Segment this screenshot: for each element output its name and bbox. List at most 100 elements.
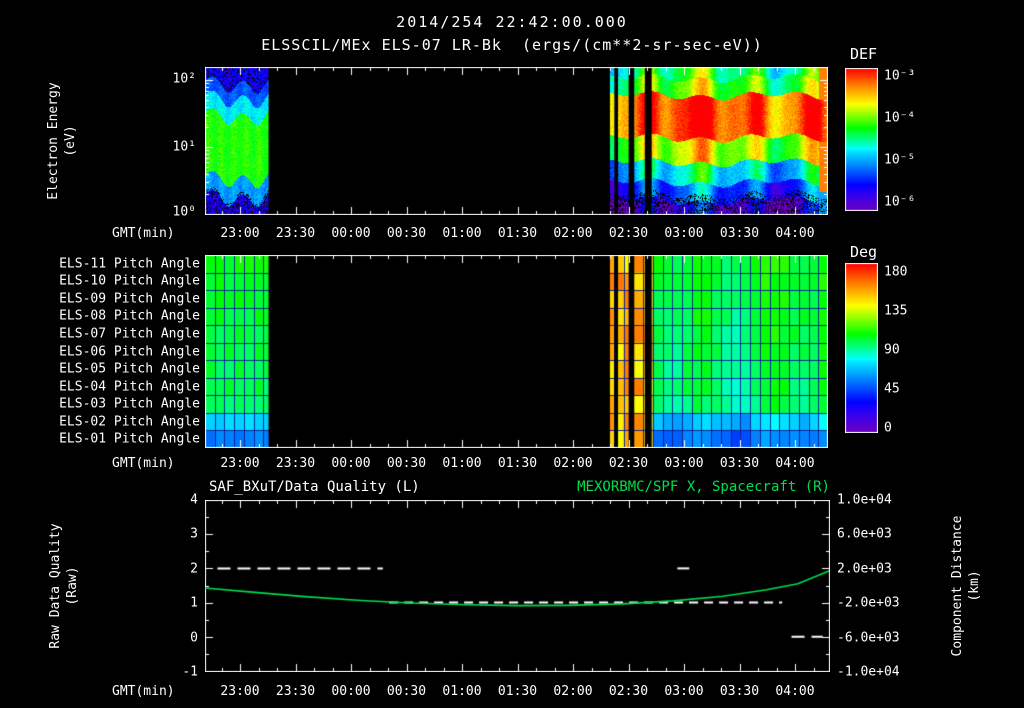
x-tick-label: 01:30 [497,684,538,699]
tick-label: ELS-02 Pitch Angle [59,414,200,430]
tick-label: 1.0e+04 [837,492,892,508]
tick-label: 10⁻⁵ [884,152,916,168]
x-tick-label: 04:00 [775,226,815,241]
x-tick-label: 02:30 [608,456,649,471]
quality-axis-label-line1: Raw Data Quality [48,523,63,649]
tick-label: -1 [182,664,198,680]
tick-label: ELS-03 Pitch Angle [59,396,200,412]
deg-colorbar [845,263,878,433]
tick-label: 90 [884,342,900,358]
quality-distance-canvas [205,500,830,672]
x-tick-label: 01:30 [497,456,538,471]
x-tick-label: 00:30 [386,456,427,471]
tick-label: ELS-07 Pitch Angle [59,326,200,342]
energy-axis-label-line1: Electron Energy [46,82,61,200]
tick-label: 10⁻³ [884,68,916,84]
tick-label: 180 [884,264,908,280]
x-tick-label: 01:30 [497,226,538,241]
x-tick-label: 02:00 [553,226,593,241]
tick-label: 10⁰ [172,204,196,220]
energy-x-tick-labels: 23:00 23:30 00:00 00:30 01:00 01:30 02:00 02:30… [205,226,828,242]
gmt-label-energy: GMT(min) [112,226,175,241]
quality-y-tick-labels: 4 3 2 1 0 -1 [170,493,198,680]
plot-subtitle: ELSSCIL/MEx ELS-07 LR-Bk (ergs/(cm**2-sr… [261,36,763,54]
tick-label: 2 [190,561,198,577]
tick-label: 1 [190,595,198,611]
tick-label: ELS-09 Pitch Angle [59,291,200,307]
deg-colorbar-tick-labels: 180 135 90 45 0 [884,263,924,436]
tick-label: 10² [172,71,196,87]
x-tick-label: 03:00 [664,226,704,241]
distance-axis-label: Component Distance (km) [949,516,983,657]
x-tick-label: 00:00 [331,456,371,471]
x-tick-label: 03:00 [664,456,704,471]
spacecraft-title: MEXORBMC/SPF X, Spacecraft (R) [577,479,830,495]
energy-axis-label-line2: (eV) [63,125,78,157]
x-tick-label: 01:00 [442,684,482,699]
tick-label: 10⁻⁴ [884,110,916,126]
energy-spectrogram-canvas [205,67,828,215]
tick-label: ELS-04 Pitch Angle [59,379,200,395]
pitch-row-labels: ELS-11 Pitch Angle ELS-10 Pitch Angle ELS-… [58,255,200,448]
tick-label: 10⁻⁶ [884,194,916,210]
distance-axis-label-line1: Component Distance [950,515,965,657]
deg-colorbar-title: Deg [850,243,878,261]
tick-label: 3 [190,526,198,542]
tick-label: ELS-05 Pitch Angle [59,361,200,377]
tick-label: 2.0e+03 [837,561,892,577]
tick-label: ELS-06 Pitch Angle [59,344,200,359]
x-tick-label: 23:00 [220,456,260,471]
def-colorbar-tick-labels: 10⁻³ 10⁻⁴ 10⁻⁵ 10⁻⁶ [884,68,944,211]
gmt-label-line: GMT(min) [112,684,175,699]
pitch-x-tick-labels: 23:00 23:30 00:00 00:30 01:00 01:30 02:00 02:30… [205,456,828,472]
x-tick-label: 02:00 [553,456,593,471]
x-tick-label: 23:30 [275,684,316,699]
def-colorbar-title: DEF [850,45,878,63]
x-tick-label: 03:30 [719,684,760,699]
x-tick-label: 04:00 [775,684,815,699]
x-tick-label: 23:00 [220,226,260,241]
x-tick-label: 04:00 [775,456,815,471]
x-tick-label: 00:30 [386,684,427,699]
tick-label: 10¹ [172,139,196,155]
page-title: 2014/254 22:42:00.000 [396,13,628,31]
def-colorbar [845,68,878,211]
x-tick-label: 23:30 [275,226,316,241]
x-tick-label: 02:30 [608,226,649,241]
x-tick-label: 23:00 [220,684,260,699]
distance-axis-label-line2: (km) [967,570,982,602]
tick-label: ELS-08 Pitch Angle [59,308,200,324]
tick-label: 135 [884,303,908,319]
tick-label: 6.0e+03 [837,526,892,542]
tick-label: ELS-01 Pitch Angle [59,431,200,447]
distance-y-tick-labels: 1.0e+04 6.0e+03 2.0e+03 -2.0e+03 -6.0e+03 -1.… [837,493,907,680]
x-tick-label: 23:30 [275,456,316,471]
line-x-tick-labels: 23:00 23:30 00:00 00:30 01:00 01:30 02:00 02:30… [205,684,828,700]
tick-label: ELS-11 Pitch Angle [59,256,200,272]
x-tick-label: 01:00 [442,456,482,471]
pitch-angle-canvas [205,255,828,448]
gmt-label-pitch: GMT(min) [112,456,175,471]
x-tick-label: 03:00 [664,684,704,699]
x-tick-label: 02:00 [553,684,593,699]
x-tick-label: 03:30 [719,226,760,241]
x-tick-label: 00:00 [331,226,371,241]
x-tick-label: 03:30 [719,456,760,471]
x-tick-label: 01:00 [442,226,482,241]
x-tick-label: 02:30 [608,684,649,699]
quality-axis-label: Raw Data Quality (Raw) [47,523,81,648]
tick-label: -6.0e+03 [837,630,900,646]
quality-axis-label-line2: (Raw) [65,566,80,606]
tick-label: 0 [884,420,892,436]
energy-y-tick-labels: 10² 10¹ 10⁰ [156,67,196,220]
x-tick-label: 00:30 [386,226,427,241]
x-tick-label: 00:00 [331,684,371,699]
tick-label: 0 [190,630,198,646]
energy-axis-label: Electron Energy (eV) [45,82,79,199]
tick-label: -2.0e+03 [837,595,900,611]
tick-label: -1.0e+04 [837,664,900,680]
quality-title: SAF_BXuT/Data Quality (L) [209,479,420,495]
tick-label: 4 [190,492,198,508]
tick-label: ELS-10 Pitch Angle [59,273,200,289]
